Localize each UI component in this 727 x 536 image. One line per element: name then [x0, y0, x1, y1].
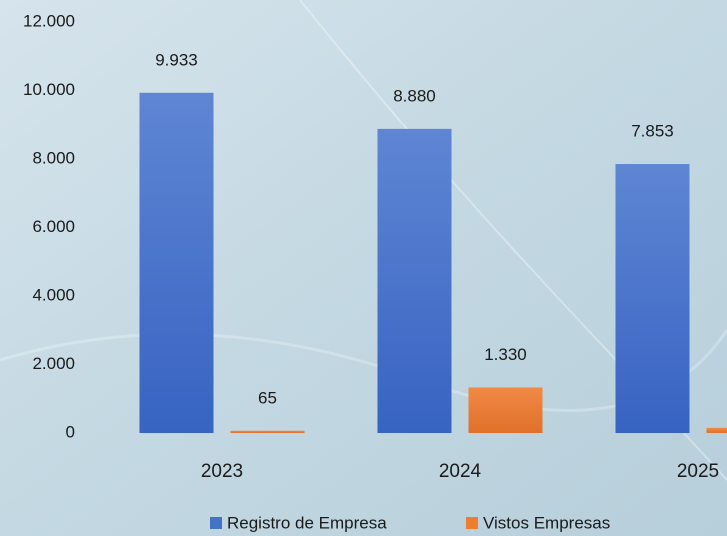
value-label: 7.853 [631, 122, 674, 141]
value-label: 8.880 [393, 86, 436, 105]
legend-label: Registro de Empresa [227, 513, 387, 532]
bar [377, 128, 452, 434]
y-tick-label: 2.000 [32, 354, 75, 373]
bar [230, 430, 305, 433]
legend-swatch [466, 517, 478, 529]
bar [615, 164, 690, 434]
value-label: 1.330 [484, 345, 527, 364]
bar [139, 92, 214, 434]
y-tick-label: 12.000 [23, 11, 75, 30]
bar [706, 427, 727, 433]
x-tick-label: 2025 [677, 461, 719, 482]
y-tick-label: 6.000 [32, 217, 75, 236]
y-tick-label: 10.000 [23, 80, 75, 99]
bar [468, 387, 543, 433]
y-tick-label: 4.000 [32, 285, 75, 304]
y-tick-label: 8.000 [32, 148, 75, 167]
value-label: 9.933 [155, 50, 198, 69]
x-tick-label: 2024 [439, 461, 482, 482]
value-label: 65 [258, 388, 277, 407]
y-tick-label: 0 [66, 422, 75, 441]
legend-label: Vistos Empresas [483, 513, 610, 532]
x-tick-label: 2023 [201, 461, 243, 482]
decoration [299, 0, 727, 481]
legend-swatch [210, 517, 222, 529]
